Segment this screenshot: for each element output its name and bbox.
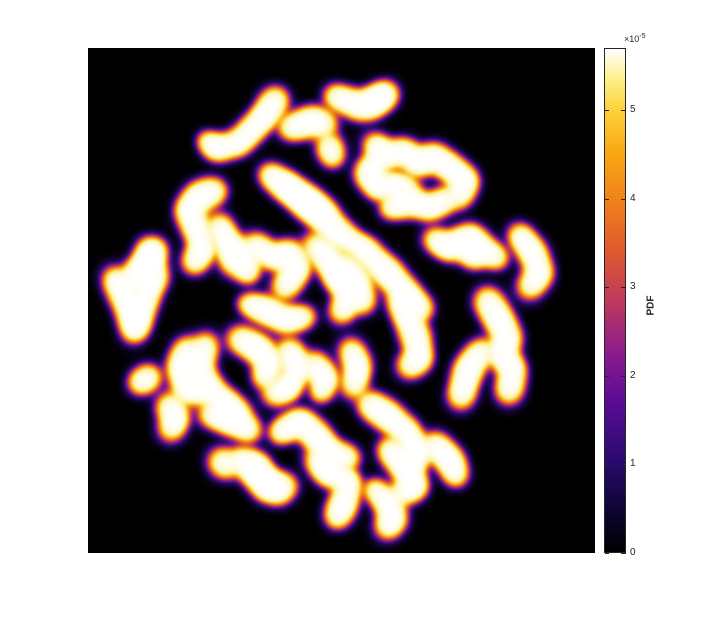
colorbar-tick [605, 464, 609, 466]
colorbar-tick [605, 553, 609, 554]
colorbar-tick [621, 110, 626, 112]
colorbar-tick [605, 198, 609, 200]
colorbar-tick [621, 198, 626, 200]
colorbar-tick [605, 375, 609, 377]
colorbar-tick [605, 110, 609, 112]
colorbar-tick-label: 5 [630, 104, 636, 116]
colorbar-exponent: ×10-5 [624, 33, 646, 44]
colorbar-tick [621, 553, 626, 554]
colorbar-tick [605, 287, 609, 289]
colorbar [604, 48, 626, 553]
colorbar-tick-label: 3 [630, 281, 636, 293]
colorbar-tick-label: 2 [630, 369, 636, 381]
density-heatmap [88, 48, 595, 553]
colorbar-tick-label: 0 [630, 547, 636, 558]
colorbar-tick-label: 1 [630, 458, 636, 470]
heatmap-plot [88, 48, 595, 553]
colorbar-tick [621, 464, 626, 466]
colorbar-label: PDF [645, 295, 657, 316]
colorbar-tick-label: 4 [630, 192, 636, 204]
colorbar-tick [621, 287, 626, 289]
colorbar-tick [621, 375, 626, 377]
